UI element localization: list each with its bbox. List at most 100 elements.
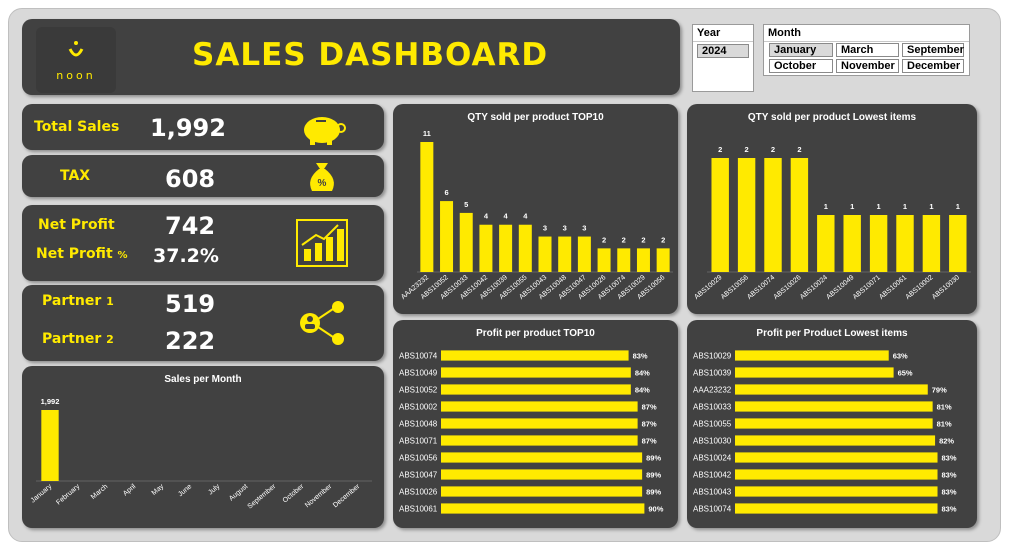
data-label: 4 <box>504 212 509 221</box>
category-label: ABS10029 <box>693 352 732 361</box>
bar <box>459 212 473 272</box>
tick-label: ABS10030 <box>931 274 961 301</box>
data-label: 81% <box>937 403 952 412</box>
kpi-label: Net Profit <box>38 217 115 233</box>
category-label: ABS10049 <box>399 369 438 378</box>
bar <box>617 248 631 272</box>
data-label: 81% <box>937 420 952 429</box>
bar <box>896 215 914 272</box>
bar <box>735 401 933 412</box>
data-label: 87% <box>642 437 657 446</box>
category-label: ABS10026 <box>399 488 438 497</box>
tick-label: ABS10056 <box>720 274 750 301</box>
year-slicer-header: Year <box>693 25 753 42</box>
bar <box>441 503 645 514</box>
slicer-item-march[interactable]: March <box>836 43 899 57</box>
data-label: 1 <box>903 202 907 211</box>
slicer-item-2024[interactable]: 2024 <box>697 44 749 58</box>
data-label: 4 <box>484 212 489 221</box>
bar <box>441 350 629 361</box>
sales-per-month-chart: 1,992 January February March April May June Jul… <box>30 397 372 511</box>
bar <box>735 350 889 361</box>
data-label: 87% <box>642 403 657 412</box>
data-label: 84% <box>635 369 650 378</box>
bar <box>499 224 513 272</box>
page-title: SALES DASHBOARD <box>192 37 549 73</box>
chart-profit-top10: Profit per product TOP10 ABS10074 83% ABS1… <box>393 320 678 528</box>
bar <box>735 367 894 378</box>
data-label: 87% <box>642 420 657 429</box>
kpi-label: Partner 2 <box>42 331 114 347</box>
category-label: ABS10042 <box>693 471 732 480</box>
kpi-net-profit: Net Profit 742 Net Profit % 37.2% <box>22 205 384 281</box>
data-label: 89% <box>646 488 661 497</box>
tick-label: September <box>247 483 278 511</box>
qty-top10-chart: 11AAA232326ABS100525ABS100334ABS100424AB… <box>400 129 673 301</box>
bar <box>441 452 643 463</box>
bar <box>922 215 941 272</box>
chart-title: QTY sold per product TOP10 <box>467 112 604 123</box>
growth-chart-icon <box>296 219 348 267</box>
data-label: 2 <box>661 235 665 244</box>
month-slicer: Month January March September October No… <box>763 24 970 76</box>
slicer-item-december[interactable]: December <box>902 59 964 73</box>
data-label: 2 <box>641 235 645 244</box>
bar <box>441 435 638 446</box>
data-label: 3 <box>543 224 547 233</box>
category-label: ABS10047 <box>399 471 438 480</box>
slicer-item-october[interactable]: October <box>769 59 833 73</box>
kpi-label-number: 2 <box>106 333 114 346</box>
bar <box>735 469 938 480</box>
chart-title: QTY sold per product Lowest items <box>747 112 917 123</box>
svg-text:%: % <box>318 178 327 189</box>
slicer-item-november[interactable]: November <box>836 59 899 73</box>
bar <box>737 158 756 272</box>
data-label: 83% <box>633 352 648 361</box>
category-label: ABS10074 <box>399 352 438 361</box>
slicer-item-january[interactable]: January <box>769 43 833 57</box>
slicer-item-september[interactable]: September <box>902 43 964 57</box>
kpi-value: 742 <box>165 212 216 240</box>
data-label: 1 <box>929 202 933 211</box>
tick-label: June <box>177 483 193 498</box>
data-label: 1 <box>877 202 881 211</box>
bar <box>420 142 434 272</box>
bar <box>735 418 933 429</box>
bar <box>538 236 552 272</box>
data-label: 3 <box>563 224 567 233</box>
kpi-value: 37.2% <box>153 245 219 267</box>
logo-text: noon <box>56 69 96 82</box>
tick-label: ABS10029 <box>693 274 723 301</box>
tick-label: January <box>30 483 54 505</box>
chart-qty-top10: QTY sold per product TOP10 11 AAA23232 6 AB… <box>393 104 678 314</box>
category-label: ABS10074 <box>693 505 732 514</box>
data-label: 2 <box>622 235 626 244</box>
category-label: AAA23232 <box>693 386 732 395</box>
logo: noon <box>36 27 116 93</box>
qty-lowest-chart: 2 ABS10029 2 ABS10056 2 ABS10074 2 ABS10026 1 ABS… <box>693 145 971 301</box>
data-label: 5 <box>464 200 468 209</box>
kpi-label: Total Sales <box>34 119 120 135</box>
bar <box>441 469 643 480</box>
data-label: 83% <box>942 471 957 480</box>
tick-label: ABS10024 <box>799 274 829 301</box>
bar <box>597 248 611 272</box>
tick-label: April <box>122 483 138 498</box>
data-label: 2 <box>797 145 801 154</box>
kpi-label-text: Partner <box>42 331 102 347</box>
data-label: 2 <box>745 145 749 154</box>
data-label: 1 <box>956 202 960 211</box>
kpi-value: 608 <box>165 165 216 193</box>
year-slicer: Year 2024 <box>692 24 754 92</box>
money-bag-icon: % <box>310 163 334 191</box>
category-label: ABS10043 <box>693 488 732 497</box>
category-label: ABS10052 <box>399 386 438 395</box>
data-label: 1 <box>850 202 854 211</box>
category-label: ABS10056 <box>399 454 438 463</box>
tick-label: May <box>151 483 166 497</box>
data-label: 4 <box>523 212 528 221</box>
bar <box>577 236 591 272</box>
chart-qty-lowest: QTY sold per product Lowest items 2 ABS10… <box>687 104 977 314</box>
data-label: 83% <box>942 488 957 497</box>
bar <box>843 215 861 272</box>
